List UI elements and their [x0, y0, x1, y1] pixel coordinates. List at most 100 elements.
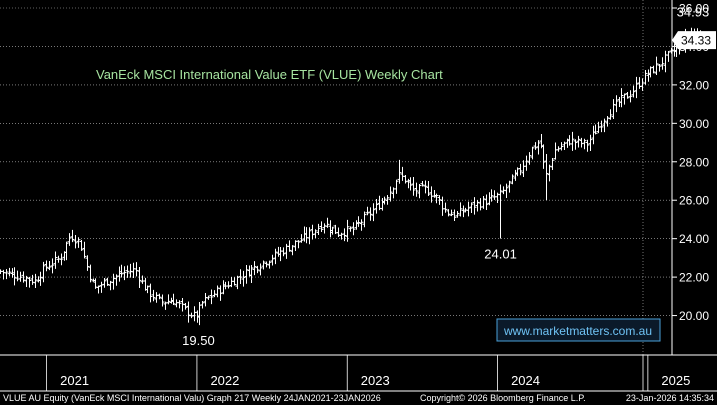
price-bar: [527, 152, 532, 165]
price-bar: [27, 276, 32, 288]
price-bars: [0, 27, 705, 326]
price-bar: [420, 180, 425, 187]
price-bar: [299, 234, 304, 243]
price-bar: [151, 289, 156, 302]
price-bar: [131, 262, 136, 279]
price-bar: [134, 262, 139, 277]
price-bar: [388, 186, 393, 202]
price-bar: [611, 99, 616, 120]
price-bar: [249, 265, 254, 283]
price-bar: [544, 154, 549, 201]
price-bar: [278, 247, 283, 262]
price-bar: [261, 260, 266, 270]
annotations: 34.93 24.01 19.50: [182, 5, 709, 349]
y-tick-label: 24.00: [679, 232, 709, 246]
price-bar: [619, 88, 624, 108]
price-bar: [192, 306, 197, 322]
price-bar: [316, 223, 321, 235]
price-bar: [394, 179, 399, 194]
y-tick-label: 22.00: [679, 271, 709, 285]
price-bar: [212, 290, 217, 298]
last-price-tag: 34.33: [672, 31, 716, 50]
price-bar: [489, 189, 494, 202]
price-bar: [264, 261, 269, 268]
price-bar: [359, 219, 364, 231]
y-tick-label: 28.00: [679, 155, 709, 169]
price-bar: [452, 209, 457, 221]
price-bar: [553, 142, 558, 160]
x-tick-label: 2023: [361, 373, 390, 388]
price-bar: [541, 144, 546, 169]
price-bar: [33, 273, 38, 289]
y-tick-label: 26.00: [679, 194, 709, 208]
price-bar: [304, 227, 309, 244]
price-bar: [507, 180, 512, 193]
price-bar: [547, 164, 552, 182]
price-bar: [79, 240, 84, 251]
price-bar: [443, 202, 448, 213]
x-axis-labels: 2021 2022 2023 2024 2025: [60, 373, 690, 388]
price-bar: [628, 90, 633, 103]
price-bar: [10, 268, 15, 278]
last-price-tag-shape: [672, 31, 716, 50]
price-bar: [148, 283, 153, 303]
price-bar: [247, 265, 252, 277]
price-bar: [310, 224, 315, 240]
grid-lines: [0, 0, 672, 355]
price-bar: [550, 157, 555, 171]
x-tick-label: 2025: [661, 373, 690, 388]
price-bar: [7, 267, 12, 277]
price-bar: [290, 245, 295, 256]
price-bar: [356, 216, 361, 227]
price-bar: [651, 65, 656, 74]
annotation-label: 24.01: [484, 246, 517, 261]
price-bar: [171, 293, 176, 306]
price-bar: [593, 124, 598, 135]
price-bar: [484, 194, 489, 210]
price-bar: [166, 294, 171, 305]
price-bar: [322, 223, 327, 234]
price-bar: [382, 196, 387, 205]
price-bar: [203, 292, 208, 307]
x-tick-label: 2021: [60, 373, 89, 388]
price-bar: [660, 57, 665, 70]
price-bar: [64, 241, 69, 261]
price-bar: [270, 254, 275, 266]
price-bar: [85, 255, 90, 271]
price-bar: [362, 211, 367, 228]
price-bar: [426, 181, 431, 196]
price-bar: [533, 142, 538, 150]
price-bar: [634, 76, 639, 99]
price-bar: [105, 277, 110, 286]
price-bar: [648, 66, 653, 78]
price-bar: [559, 142, 564, 151]
price-bar: [229, 277, 234, 288]
price-bar: [15, 270, 20, 282]
price-bar: [209, 289, 214, 305]
y-axis-ticks: 36.0034.0032.0030.0028.0026.0024.0022.00…: [672, 2, 709, 323]
price-bar: [30, 274, 35, 285]
price-bar: [232, 277, 237, 286]
price-bar: [140, 275, 145, 284]
price-bar: [380, 197, 385, 211]
price-bar: [608, 109, 613, 120]
y-tick-label: 32.00: [679, 78, 709, 92]
x-tick-label: 2024: [511, 373, 540, 388]
price-bar: [206, 295, 211, 300]
price-bar: [47, 260, 52, 271]
price-bar: [492, 190, 497, 200]
price-bar: [59, 253, 64, 266]
price-bar: [449, 209, 454, 217]
price-bar: [481, 196, 486, 209]
chart-title: VanEck MSCI International Value ETF (VLU…: [96, 67, 443, 82]
price-bar: [73, 235, 78, 249]
price-bar: [455, 211, 460, 218]
y-tick-label: 20.00: [679, 309, 709, 323]
price-bar: [267, 260, 272, 269]
price-bar: [400, 166, 405, 181]
price-bar: [640, 78, 645, 91]
price-bar: [226, 281, 231, 289]
price-bar: [371, 203, 376, 222]
price-bar: [122, 266, 127, 281]
price-bar: [183, 303, 188, 310]
